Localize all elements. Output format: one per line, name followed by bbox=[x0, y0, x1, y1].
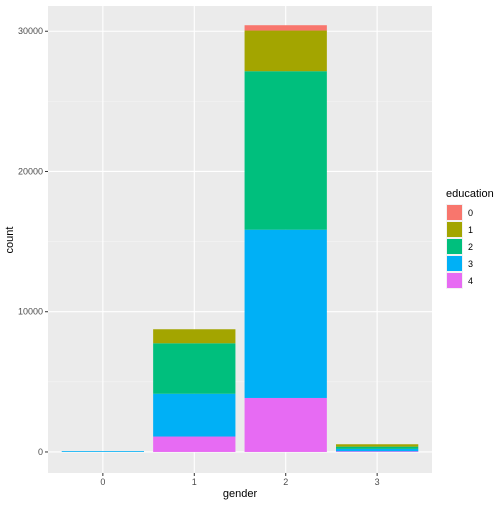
y-axis-title: count bbox=[4, 227, 16, 254]
y-tick-label: 30000 bbox=[18, 26, 43, 36]
bar-segment bbox=[153, 436, 236, 452]
x-tick-label: 1 bbox=[192, 477, 197, 487]
x-tick-label: 0 bbox=[100, 477, 105, 487]
x-axis: 0 1 2 3 bbox=[100, 473, 380, 487]
legend-swatch bbox=[447, 205, 462, 220]
legend-label: 4 bbox=[468, 276, 473, 286]
bar-segment bbox=[336, 446, 419, 449]
legend-label: 1 bbox=[468, 225, 473, 235]
legend-swatch bbox=[447, 273, 462, 288]
bar-segment bbox=[336, 451, 419, 452]
bar-segment bbox=[153, 343, 236, 394]
bar-segment bbox=[153, 393, 236, 437]
legend-label: 3 bbox=[468, 259, 473, 269]
legend-title: education bbox=[446, 188, 494, 200]
bar-segment bbox=[244, 25, 327, 31]
x-tick-label: 2 bbox=[283, 477, 288, 487]
y-tick-label: 0 bbox=[38, 447, 43, 457]
legend-swatch bbox=[447, 256, 462, 271]
legend-label: 2 bbox=[468, 242, 473, 252]
legend-swatch bbox=[447, 239, 462, 254]
bar-segment bbox=[61, 451, 144, 452]
x-tick-label: 3 bbox=[375, 477, 380, 487]
x-axis-title: gender bbox=[223, 488, 258, 500]
bar-segment bbox=[153, 329, 236, 344]
y-axis: 0 10000 20000 30000 bbox=[18, 26, 48, 457]
y-tick-label: 10000 bbox=[18, 307, 43, 317]
bar-segment bbox=[244, 30, 327, 72]
y-tick-label: 20000 bbox=[18, 166, 43, 176]
legend-swatch bbox=[447, 222, 462, 237]
bar-segment bbox=[244, 71, 327, 230]
legend-label: 0 bbox=[468, 208, 473, 218]
bars bbox=[61, 25, 419, 452]
legend: education 0 1 2 3 4 bbox=[446, 188, 494, 289]
bar-segment bbox=[336, 444, 419, 447]
panel-background bbox=[48, 6, 432, 473]
bar-segment bbox=[244, 397, 327, 452]
bar-segment bbox=[336, 448, 419, 452]
bar-segment bbox=[244, 229, 327, 398]
